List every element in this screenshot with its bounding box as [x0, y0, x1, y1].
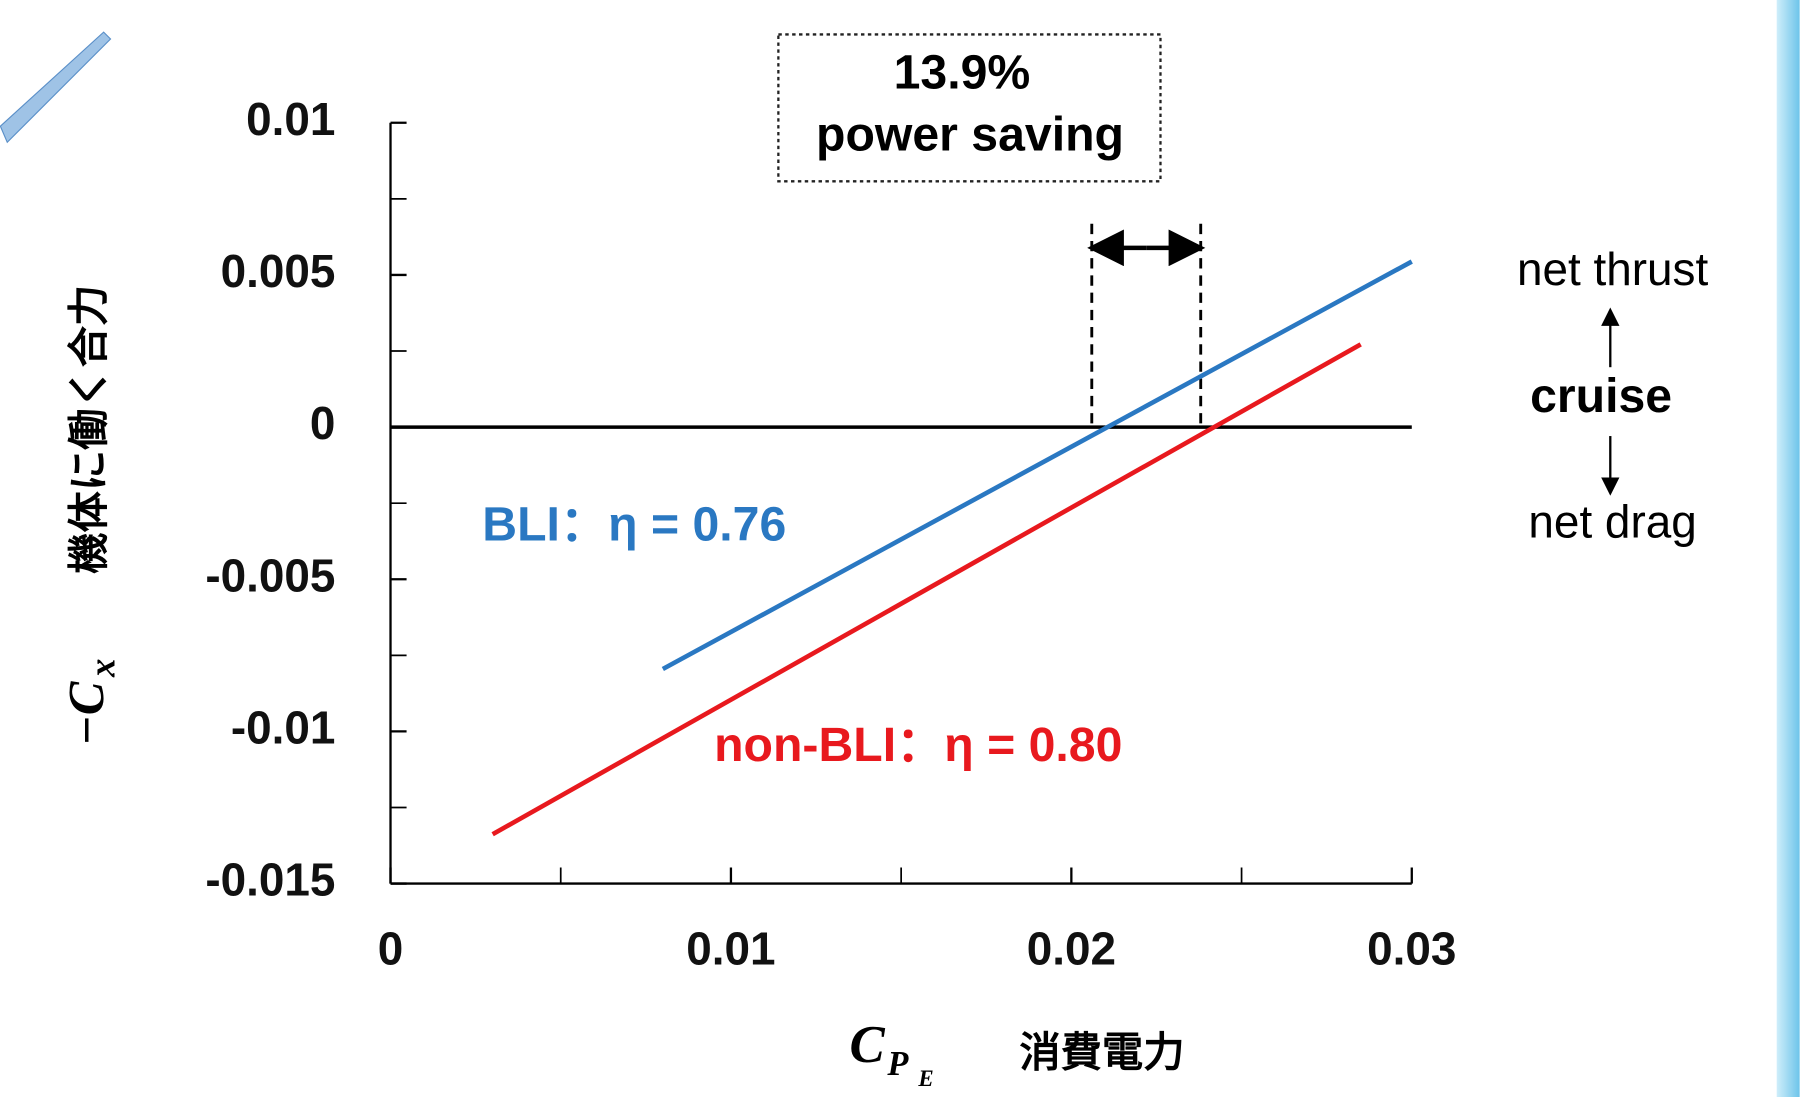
x-label-text: 消費電力	[1019, 1029, 1184, 1077]
x-tick-label: 0.02	[1027, 923, 1116, 975]
y-tick-label: -0.005	[205, 549, 335, 601]
legend-label: non-BLI：η = 0.80	[714, 718, 1122, 772]
y-tick-label: -0.015	[205, 854, 335, 906]
y-axis-title: −C x 機体に働く合力	[59, 285, 123, 746]
y-tick-label: 0	[310, 397, 336, 449]
chart: 13.9% power saving net thrust cruise net…	[0, 0, 1800, 1097]
annotation: net drag	[1528, 496, 1696, 548]
annotation: cruise	[1530, 369, 1672, 423]
y-tick-label: 0.01	[246, 93, 335, 145]
y-label-symbol: −C	[59, 680, 115, 746]
x-tick-label: 0	[378, 923, 404, 975]
legend-label: BLI：η = 0.76	[482, 498, 786, 552]
x-label-symbol: C	[850, 1016, 886, 1074]
side-bar	[1777, 0, 1800, 1097]
x-label-subsub: E	[917, 1066, 933, 1091]
y-label-text: 機体に働く合力	[65, 285, 113, 574]
x-tick-label: 0.01	[686, 923, 775, 975]
series-line	[663, 262, 1412, 669]
x-label-sub: P	[886, 1045, 909, 1083]
annotation: net thrust	[1517, 243, 1709, 295]
annotation: 13.9%	[894, 45, 1031, 99]
page: 13.9% power saving net thrust cruise net…	[0, 0, 1800, 1102]
annotation: power saving	[816, 107, 1124, 161]
x-tick-label: 0.03	[1367, 923, 1456, 975]
y-label-sub: x	[81, 659, 122, 678]
y-tick-label: -0.01	[231, 702, 336, 754]
y-tick-label: 0.005	[221, 245, 336, 297]
decoration	[0, 32, 110, 142]
